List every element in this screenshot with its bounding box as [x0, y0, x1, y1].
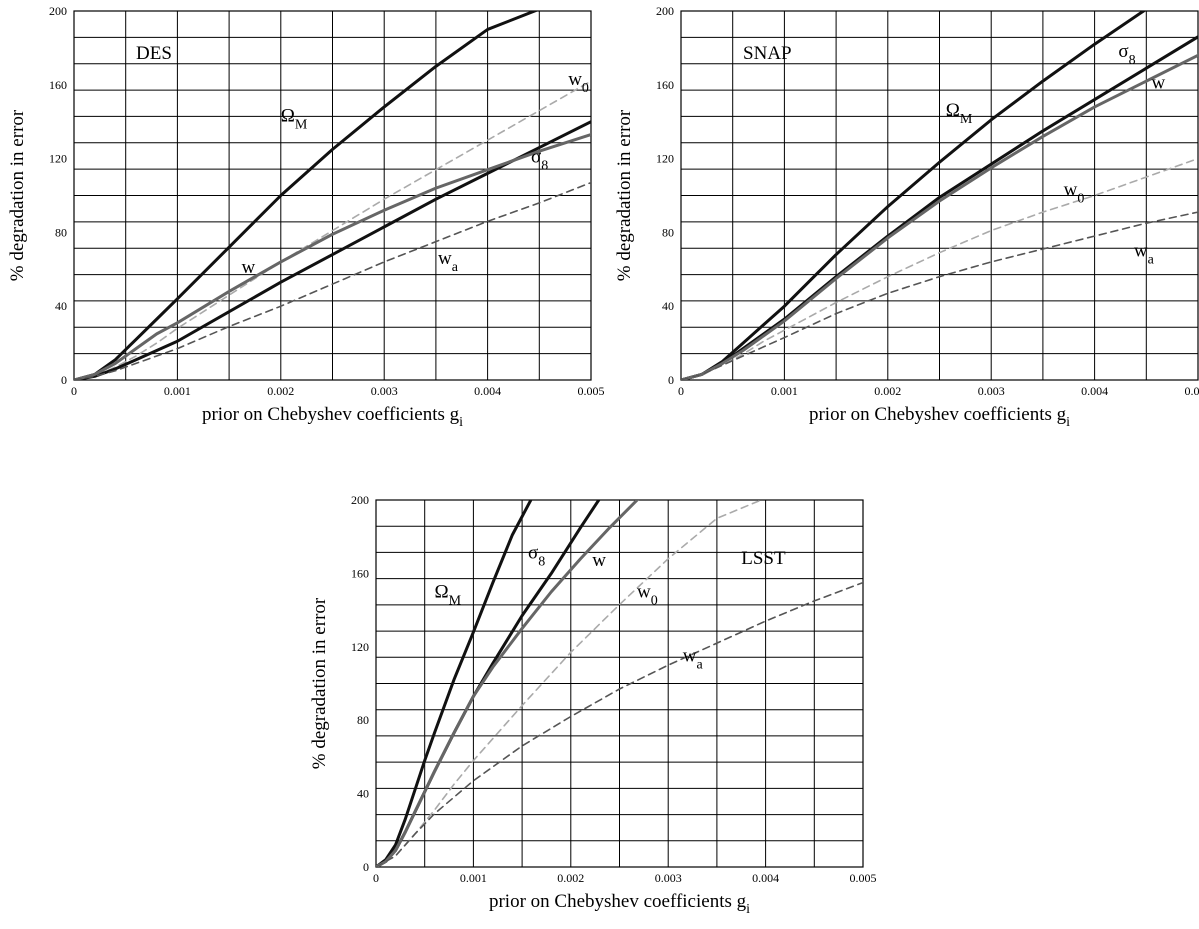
series-label: ΩM: [946, 100, 973, 127]
y-tick-label: 200: [49, 4, 67, 18]
x-tick-label: 0.001: [164, 384, 191, 398]
y-tick-label: 200: [656, 4, 674, 18]
series-label: σ8: [531, 146, 548, 173]
panel-title: DES: [136, 43, 172, 64]
series-label: w0: [637, 581, 658, 608]
series-line-w: [376, 500, 640, 867]
series-line-w-0: [74, 80, 591, 380]
y-tick-label: 80: [662, 225, 674, 239]
x-tick-label: 0.001: [771, 384, 798, 398]
y-axis-title: % degradation in error: [309, 597, 330, 769]
grid: [376, 500, 863, 867]
y-tick-label: 0: [363, 860, 369, 874]
series-label: w: [592, 550, 606, 571]
y-axis-title: % degradation in error: [614, 109, 635, 281]
panel-des: 0 0.001 0.002 0.003 0.004 0.005 0 40 80 120 160 200…: [7, 4, 605, 430]
grid: [681, 11, 1198, 380]
y-axis-title: % degradation in error: [7, 109, 28, 281]
x-tick-label: 0.003: [978, 384, 1005, 398]
plot-frame: [680, 10, 1199, 381]
series-label: ΩM: [434, 581, 461, 608]
y-tick-label: 40: [662, 299, 674, 313]
panel-title: SNAP: [743, 43, 792, 64]
x-tick-label: 0.004: [474, 384, 501, 398]
x-tick-label: 0.005: [578, 384, 605, 398]
x-tick-label: 0.002: [557, 871, 584, 885]
panel-title: LSST: [741, 548, 786, 569]
y-tick-label: 80: [55, 225, 67, 239]
series-label: wa: [1134, 240, 1155, 267]
series-line-w: [681, 53, 1198, 380]
grid: [74, 11, 591, 380]
series-group: [74, 11, 591, 380]
y-tick-label: 160: [656, 78, 674, 92]
y-tick-label: 160: [49, 78, 67, 92]
plot-frame: [375, 499, 864, 868]
x-tick-label: 0.002: [874, 384, 901, 398]
x-tick-label: 0.003: [655, 871, 682, 885]
series-line-w-a: [681, 211, 1198, 380]
series-line-sigma-8: [376, 500, 601, 867]
series-line-w-0: [376, 500, 764, 867]
series-label: w0: [1064, 180, 1085, 207]
y-tick-label: 120: [351, 640, 369, 654]
y-tick-label: 40: [55, 299, 67, 313]
x-axis-title: prior on Chebyshev coefficients gi: [489, 891, 750, 917]
y-tick-label: 0: [668, 373, 674, 387]
y-tick-label: 120: [656, 152, 674, 166]
plot-frame: [73, 10, 592, 381]
series-label: ΩM: [281, 106, 308, 133]
y-tick-label: 40: [357, 787, 369, 801]
x-tick-label: 0.005: [1185, 384, 1199, 398]
series-label: w: [1151, 72, 1165, 93]
x-tick-label: 0.004: [752, 871, 779, 885]
y-tick-label: 120: [49, 152, 67, 166]
series-label: wa: [683, 645, 704, 672]
series-line-w-a: [376, 581, 863, 867]
y-tick-label: 200: [351, 493, 369, 507]
panel-lsst: 0 0.001 0.002 0.003 0.004 0.005 0 40 80 120 160 200…: [309, 493, 877, 917]
series-line-sigma-8: [74, 120, 591, 380]
series-label: σ8: [528, 543, 545, 570]
y-tick-label: 160: [351, 566, 369, 580]
panel-snap: 0 0.001 0.002 0.003 0.004 0.005 0 40 80 120 160 200…: [614, 4, 1199, 430]
x-tick-label: 0.005: [850, 871, 877, 885]
series-line-omega-m: [74, 11, 539, 380]
x-tick-label: 0: [678, 384, 684, 398]
series-line-omega-m: [376, 500, 533, 867]
x-tick-label: 0: [71, 384, 77, 398]
series-label: w0: [568, 69, 589, 96]
x-tick-label: 0.004: [1081, 384, 1108, 398]
x-axis-title: prior on Chebyshev coefficients gi: [202, 404, 463, 430]
x-tick-label: 0: [373, 871, 379, 885]
series-group: [681, 11, 1198, 380]
series-group: [376, 500, 863, 867]
x-axis-title: prior on Chebyshev coefficients gi: [809, 404, 1070, 430]
series-label: w: [242, 257, 256, 278]
y-tick-label: 80: [357, 713, 369, 727]
x-tick-label: 0.003: [371, 384, 398, 398]
series-label: σ8: [1118, 41, 1135, 68]
series-label: wa: [438, 248, 459, 275]
series-line-w-a: [74, 181, 591, 380]
y-tick-label: 0: [61, 373, 67, 387]
x-tick-label: 0.002: [267, 384, 294, 398]
x-tick-label: 0.001: [460, 871, 487, 885]
series-line-w: [74, 133, 591, 380]
